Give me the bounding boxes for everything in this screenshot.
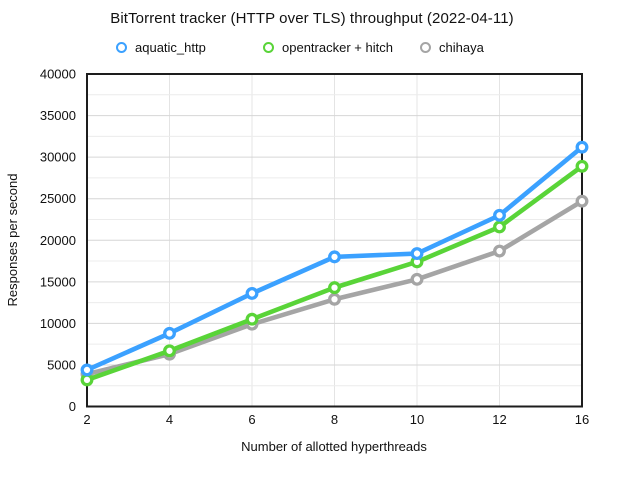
axis-border-layer bbox=[86, 73, 583, 408]
axis-label-layer: Number of allotted hyperthreads Response… bbox=[5, 67, 589, 455]
plot-border bbox=[86, 73, 583, 408]
data-point-marker bbox=[575, 140, 589, 154]
y-tick-label: 25000 bbox=[40, 191, 76, 206]
chart-title: BitTorrent tracker (HTTP over TLS) throu… bbox=[110, 10, 514, 27]
x-tick-label: 12 bbox=[492, 412, 506, 427]
legend-item-aquatic-http: aquatic_http bbox=[116, 38, 206, 56]
data-point-marker bbox=[163, 326, 176, 340]
data-point-marker bbox=[410, 272, 424, 286]
data-point-marker bbox=[163, 344, 176, 358]
data-point-marker bbox=[80, 373, 94, 387]
legend-item-label: aquatic_http bbox=[135, 39, 206, 55]
legend-marker-icon bbox=[116, 41, 127, 53]
y-tick-label: 10000 bbox=[40, 316, 76, 331]
legend: aquatic_http opentracker + hitch chihaya bbox=[0, 38, 624, 56]
x-tick-label: 6 bbox=[248, 412, 255, 427]
data-point-marker bbox=[80, 363, 94, 377]
data-point-marker bbox=[245, 287, 259, 300]
y-axis-title: Responses per second bbox=[5, 174, 20, 307]
x-tick-label: 10 bbox=[410, 412, 424, 427]
y-tick-label: 15000 bbox=[40, 274, 76, 289]
data-point-marker bbox=[493, 208, 506, 222]
series-layer bbox=[80, 140, 589, 387]
legend-item-chihaya: chihaya bbox=[420, 38, 484, 56]
data-point-marker bbox=[410, 247, 424, 261]
legend-marker-icon bbox=[420, 41, 431, 53]
y-tick-label: 20000 bbox=[40, 233, 76, 248]
data-point-marker bbox=[493, 244, 506, 258]
data-point-marker bbox=[575, 194, 589, 208]
y-tick-label: 5000 bbox=[47, 357, 76, 372]
legend-item-label: chihaya bbox=[439, 39, 484, 55]
x-tick-label: 16 bbox=[575, 412, 589, 427]
data-point-marker bbox=[328, 250, 341, 264]
data-point-marker bbox=[328, 281, 341, 295]
data-point-marker bbox=[575, 159, 589, 173]
y-tick-label: 0 bbox=[69, 399, 76, 414]
legend-marker-icon bbox=[263, 41, 274, 53]
data-point-marker bbox=[328, 292, 341, 306]
y-tick-label: 30000 bbox=[40, 150, 76, 165]
x-tick-label: 8 bbox=[331, 412, 338, 427]
legend-item-label: opentracker + hitch bbox=[282, 39, 393, 55]
legend-item-opentracker-hitch: opentracker + hitch bbox=[263, 38, 393, 56]
x-tick-label: 4 bbox=[166, 412, 173, 427]
y-tick-label: 40000 bbox=[40, 67, 76, 82]
data-point-marker bbox=[245, 312, 259, 326]
data-point-marker bbox=[493, 220, 506, 234]
x-axis-title: Number of allotted hyperthreads bbox=[241, 439, 427, 454]
y-tick-label: 35000 bbox=[40, 108, 76, 123]
x-tick-label: 2 bbox=[83, 412, 90, 427]
